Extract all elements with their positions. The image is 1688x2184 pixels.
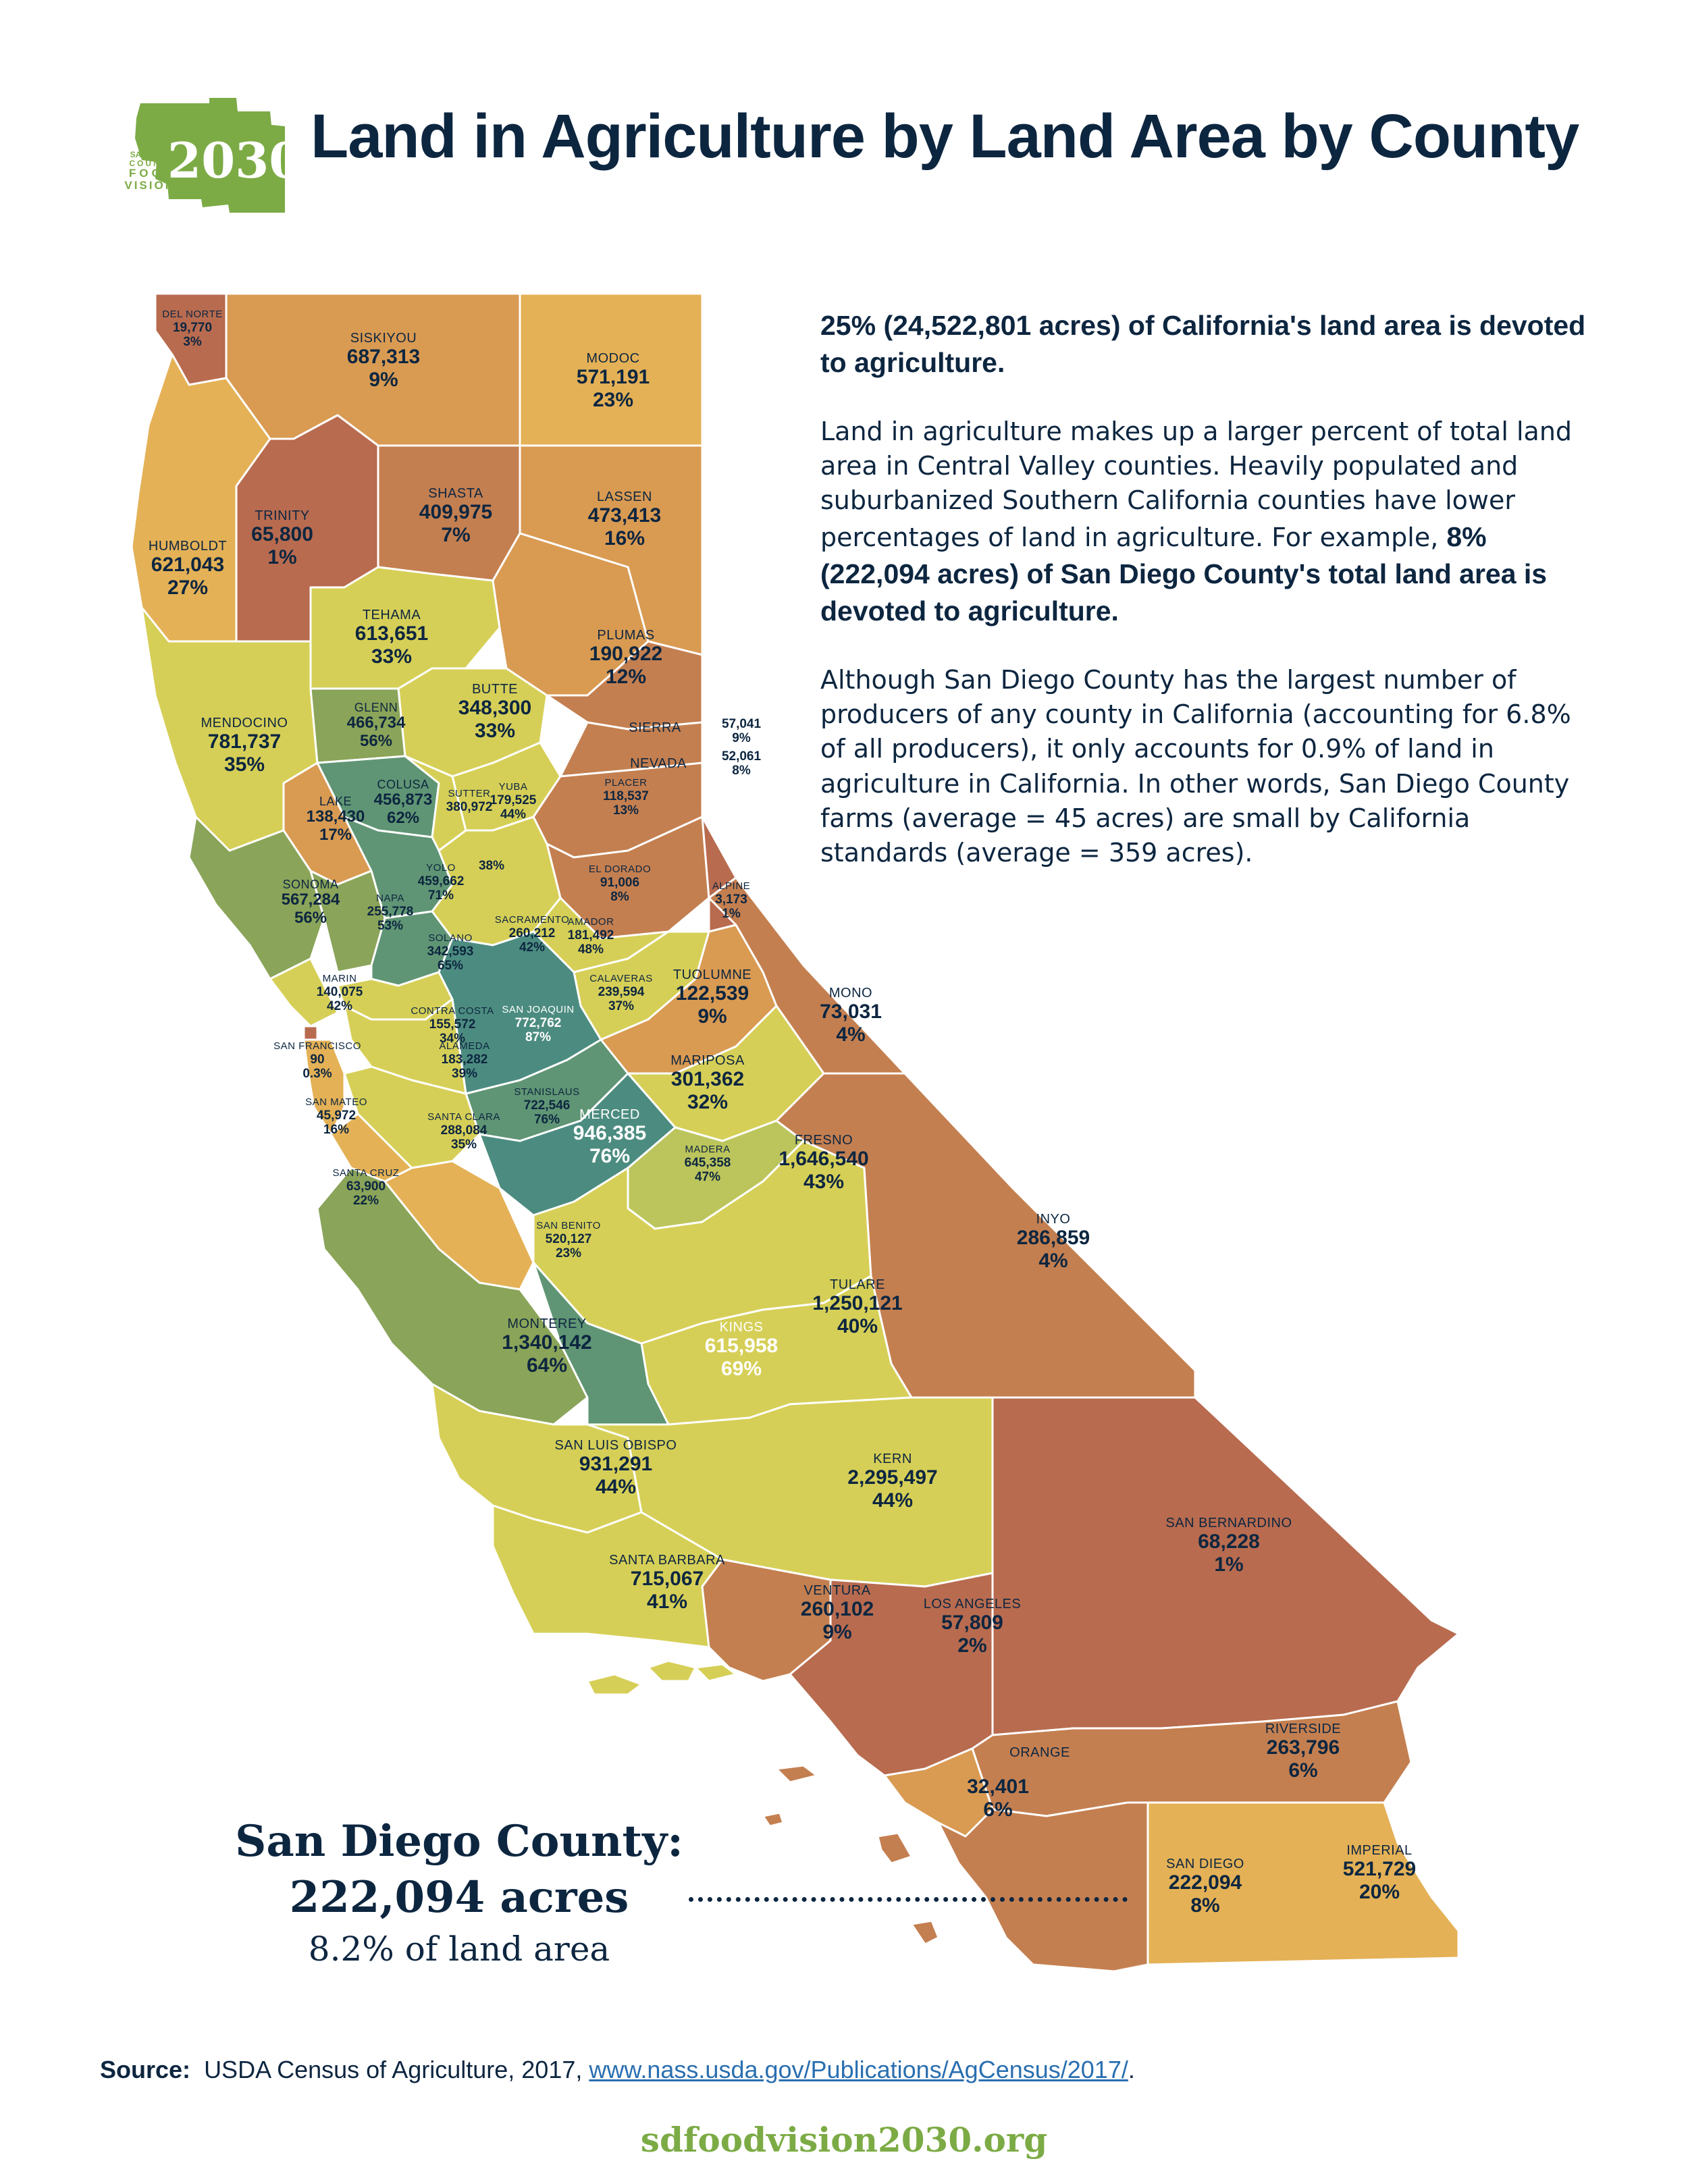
- county-label-plumas: PLUMAS 190,922 12%: [589, 628, 663, 688]
- county-label-contra-costa: CONTRA COSTA 155,572 34%: [411, 1005, 494, 1046]
- county-label-tulare: TULARE 1,250,121 40%: [812, 1277, 903, 1337]
- county-label-fresno: FRESNO 1,646,540 43%: [779, 1133, 869, 1193]
- county-label-sonoma: SONOMA 567,284 56%: [281, 878, 340, 928]
- county-label-san-joaquin: SAN JOAQUIN 772,762 87%: [502, 1004, 575, 1045]
- source-label: Source:: [100, 2056, 191, 2083]
- county-label-inyo: INYO 286,859 4%: [1016, 1212, 1090, 1272]
- county-shape-san-mateo: [302, 1038, 346, 1136]
- body-paragraph-2: Although San Diego County has the larges…: [820, 664, 1571, 868]
- county-shapes: [130, 292, 1460, 1973]
- county-label-kings: KINGS 615,958 69%: [704, 1320, 779, 1380]
- page-title: Land in Agriculture by Land Area by Coun…: [311, 102, 1579, 171]
- logo: SAN DIEGO COUNTY FOOD VISION 2030: [124, 98, 302, 216]
- county-shape-monterey: [316, 1167, 589, 1426]
- county-label-madera: MADERA 645,358 47%: [684, 1144, 731, 1185]
- county-label-trinity: TRINITY 65,800 1%: [251, 508, 313, 568]
- county-label-los-angeles: LOS ANGELES 57,809 2%: [923, 1597, 1022, 1657]
- county-label-lassen: LASSEN 473,413 16%: [587, 489, 662, 550]
- county-label-san-diego: SAN DIEGO 222,094 8%: [1166, 1857, 1244, 1917]
- island-shape-3: [694, 1663, 737, 1682]
- footer-url[interactable]: sdfoodvision2030.org: [640, 2120, 1048, 2160]
- county-shape-imperial: [1146, 1801, 1460, 1966]
- county-label-glenn: GLENN 466,734 56%: [346, 701, 406, 751]
- county-label-amador: AMADOR 181,492 48%: [567, 916, 614, 957]
- county-label-san-mateo: SAN MATEO 45,972 16%: [305, 1096, 367, 1138]
- county-label-orange: ORANGE: [1009, 1745, 1070, 1760]
- island-shape-2: [586, 1673, 643, 1696]
- callout-leader-line: [689, 1897, 1128, 1902]
- county-label-kern: KERN 2,295,497 44%: [847, 1451, 938, 1512]
- county-label-yolo: YOLO 459,662 71%: [417, 862, 465, 903]
- county-label-nevada: NEVADA: [630, 756, 687, 771]
- california-map: DEL NORTE 19,770 3% SISKIYOU 687,313 9% MODO…: [115, 290, 1580, 1978]
- county-label-san-luis-obispo: SAN LUIS OBISPO 931,291 44%: [554, 1438, 677, 1498]
- san-diego-callout: San Diego County: 222,094 acres 8.2% of …: [203, 1816, 716, 1969]
- county-label-stanislaus: STANISLAUS 722,546 76%: [514, 1086, 580, 1127]
- county-label-san-francisco: SAN FRANCISCO 90 0.3%: [273, 1040, 361, 1082]
- county-label-tehama: TEHAMA 613,651 33%: [354, 608, 429, 668]
- county-label-sacramento: SACRAMENTO 260,212 42%: [494, 914, 570, 955]
- county-label-placer: PLACER 118,537 13%: [603, 777, 649, 818]
- county-label-san-bernardino: SAN BERNARDINO 68,228 1%: [1165, 1516, 1292, 1576]
- island-shape-4: [775, 1764, 818, 1784]
- logo-text: SAN DIEGO COUNTY FOOD VISION: [124, 150, 176, 192]
- county-label-shasta: SHASTA 409,975 7%: [419, 486, 493, 546]
- county-label-siskiyou: SISKIYOU 687,313 9%: [346, 331, 421, 391]
- source-line: Source: USDA Census of Agriculture, 2017…: [100, 2056, 1135, 2083]
- county-label-imperial: IMPERIAL 521,729 20%: [1342, 1843, 1417, 1903]
- county-label-calaveras: CALAVERAS 239,594 37%: [589, 973, 653, 1014]
- logo-graphic: [135, 98, 285, 213]
- county-label-tuolumne: TUOLUMNE 122,539 9%: [672, 967, 752, 1028]
- island-shape-6: [910, 1919, 940, 1946]
- county-label-colusa: COLUSA 456,873 62%: [373, 778, 433, 828]
- island-shape-7: [762, 1811, 785, 1828]
- county-label-monterey: MONTEREY 1,340,142 64%: [502, 1316, 592, 1377]
- county-label-san-benito: SAN BENITO 520,127 23%: [536, 1220, 601, 1261]
- county-label-del-norte: DEL NORTE 19,770 3%: [162, 309, 223, 350]
- county-label-orange-values: 32,401 6%: [967, 1776, 1029, 1821]
- county-label-riverside: RIVERSIDE 263,796 6%: [1265, 1722, 1342, 1782]
- county-label-santa-barbara: SANTA BARBARA 715,067 41%: [609, 1553, 725, 1613]
- island-shape-1: [647, 1659, 697, 1682]
- county-label-mariposa: MARIPOSA 301,362 32%: [670, 1053, 745, 1113]
- county-label-lake: LAKE 138,430 17%: [306, 795, 365, 845]
- source-text: USDA Census of Agriculture, 2017,: [204, 2056, 589, 2083]
- county-label-santa-cruz: SANTA CRUZ 63,900 22%: [332, 1167, 400, 1208]
- county-label-sutter-pct: 38%: [478, 859, 505, 873]
- body-paragraph-1: Land in agriculture makes up a larger pe…: [820, 416, 1573, 627]
- county-label-merced: MERCED 946,385 76%: [573, 1107, 647, 1167]
- county-shape-san-francisco: [302, 1025, 319, 1041]
- county-label-solano: SOLANO 342,593 65%: [427, 932, 474, 974]
- callout-acres: 222,094 acres: [289, 1872, 629, 1923]
- lead-paragraph: 25% (24,522,801 acres) of California's l…: [820, 310, 1586, 379]
- logo-year: 2030: [167, 132, 303, 189]
- county-label-el-dorado: EL DORADO 91,006 8%: [588, 863, 652, 905]
- county-label-yuba: YUBA 179,525 44%: [490, 781, 537, 822]
- county-label-alpine: ALPINE 3,173 1%: [712, 880, 751, 922]
- source-link[interactable]: www.nass.usda.gov/Publications/AgCensus/…: [589, 2056, 1128, 2083]
- county-label-alameda: ALAMEDA 183,282 39%: [439, 1040, 490, 1082]
- county-label-mendocino: MENDOCINO 781,737 35%: [201, 716, 288, 776]
- body-paragraph-1-highlight: 8% (222,094 acres) of San Diego County's…: [820, 521, 1548, 627]
- county-label-sierra-values: 57,041 9%: [721, 717, 762, 746]
- county-label-napa: NAPA 255,778 53%: [367, 893, 414, 934]
- description-panel: 25% (24,522,801 acres) of California's l…: [820, 307, 1597, 903]
- county-label-santa-clara: SANTA CLARA 288,084 35%: [427, 1111, 500, 1152]
- county-label-ventura: VENTURA 260,102 9%: [800, 1583, 874, 1643]
- county-label-mono: MONO 73,031 4%: [820, 986, 882, 1046]
- callout-percent: 8.2% of land area: [308, 1929, 610, 1969]
- county-label-sutter: SUTTER 380,972: [446, 788, 493, 814]
- county-label-modoc: MODOC 571,191 23%: [576, 351, 650, 411]
- island-shape-5: [876, 1832, 913, 1865]
- county-label-nevada-values: 52,061 8%: [721, 749, 762, 778]
- county-label-humboldt: HUMBOLDT 621,043 27%: [148, 539, 228, 599]
- callout-title: San Diego County:: [235, 1816, 683, 1867]
- county-shape-marin: [269, 957, 339, 1028]
- county-label-butte: BUTTE 348,300 33%: [458, 682, 532, 742]
- county-label-marin: MARIN 140,075 42%: [316, 973, 363, 1014]
- county-label-sierra: SIERRA: [629, 720, 681, 735]
